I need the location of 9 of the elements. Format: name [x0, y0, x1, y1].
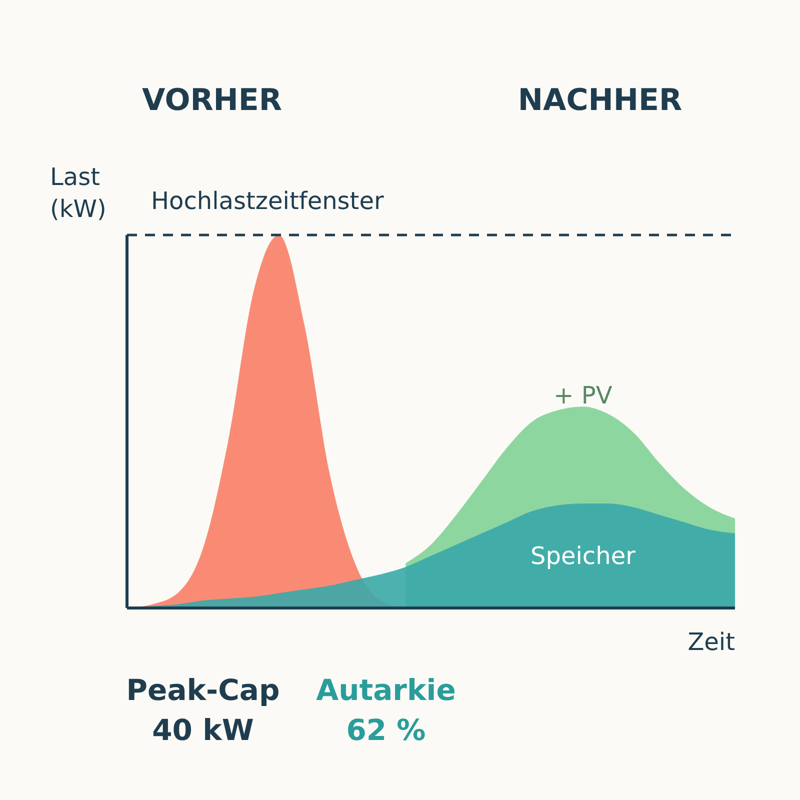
series-label: + PV — [554, 382, 613, 410]
text: Peak-Cap 40 kW — [126, 673, 280, 747]
text: Autarkie 62 % — [316, 673, 456, 747]
series-label: Speicher — [530, 542, 636, 570]
y-axis-title: Last (kW) — [50, 163, 106, 223]
x-axis-title: Zeit — [688, 628, 735, 656]
ref-line-label: Hochlastzeitfenster — [151, 187, 384, 215]
text: NACHHER — [518, 83, 682, 118]
text: VORHER — [142, 83, 282, 118]
